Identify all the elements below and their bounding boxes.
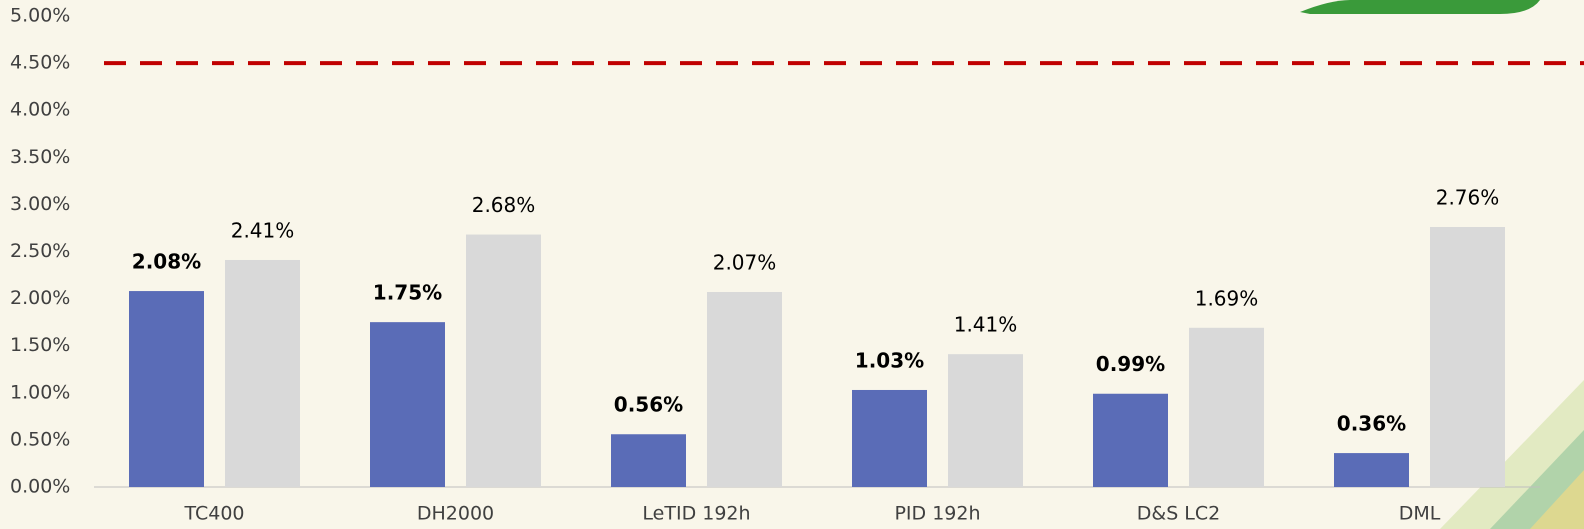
value-label: 2.07% [713,251,777,275]
value-label: 2.08% [132,250,201,274]
chart: 0.00% 0.50% 1.00% 1.50% 2.00% 2.50% 3.00% 3.50%… [0,0,1584,529]
y-tick-label: 4.50% [10,52,70,74]
value-label: 0.36% [1337,412,1406,436]
x-tick-label: D&S LC2 [1137,503,1221,525]
y-tick-label: 1.00% [10,381,70,403]
bar [948,354,1023,487]
bar [707,292,782,487]
value-label: 2.41% [231,218,295,242]
page: 0.00% 0.50% 1.00% 1.50% 2.00% 2.50% 3.00% 3.50%… [0,0,1584,529]
value-label: 0.56% [614,393,683,417]
value-label: 1.75% [373,281,442,305]
y-tick-label: 3.00% [10,193,70,215]
y-tick-label: 4.00% [10,99,70,121]
bar [852,390,927,487]
bar [225,260,300,487]
y-tick-label: 2.00% [10,287,70,309]
x-tick-label: PID 192h [894,503,980,525]
bar [1334,453,1409,487]
value-label: 1.69% [1195,286,1259,310]
x-tick-label: DH2000 [417,503,494,525]
bar [1430,227,1505,487]
bar [466,235,541,487]
x-tick-label: TC400 [183,503,244,525]
bar [370,322,445,487]
bar [1093,394,1168,487]
value-label: 2.76% [1436,186,1500,210]
y-tick-label: 3.50% [10,146,70,168]
bar [1189,328,1264,487]
logo [1300,0,1540,14]
y-tick-label: 5.00% [10,5,70,27]
bar [129,291,204,487]
value-label: 1.41% [954,313,1018,337]
y-tick-label: 0.50% [10,428,70,450]
x-tick-label: DML [1399,503,1441,525]
value-label: 1.03% [855,348,924,372]
x-tick-label: LeTID 192h [642,503,750,525]
value-label: 0.99% [1096,352,1165,376]
y-tick-label: 0.00% [10,476,70,498]
y-tick-label: 2.50% [10,240,70,262]
value-label: 2.68% [472,193,536,217]
bar [611,434,686,487]
y-tick-label: 1.50% [10,334,70,356]
